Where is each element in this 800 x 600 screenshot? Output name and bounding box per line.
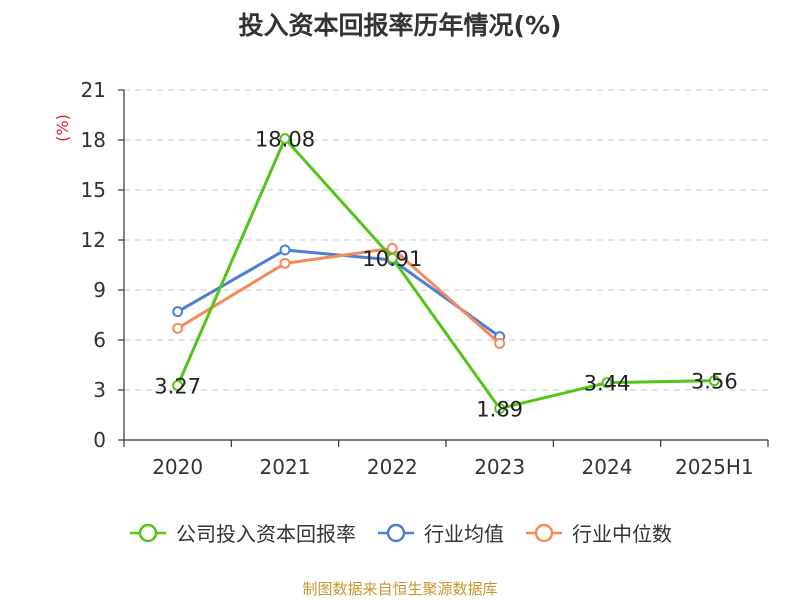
data-label: 1.89 xyxy=(476,398,523,422)
chart-title: 投入资本回报率历年情况(%) xyxy=(238,11,562,40)
series-line-industry_median xyxy=(176,246,501,345)
y-tick-label: 0 xyxy=(93,428,106,452)
y-tick-label: 12 xyxy=(81,228,106,252)
data-point-industry_avg xyxy=(279,244,291,256)
x-tick-label: 2024 xyxy=(582,455,633,479)
legend: 公司投入资本回报率 行业均值 行业中位数 xyxy=(0,518,800,547)
y-tick-label: 9 xyxy=(93,278,106,302)
data-point-company xyxy=(494,403,506,414)
data-label: 3.44 xyxy=(584,372,631,396)
legend-label-industry-avg: 行业均值 xyxy=(424,522,504,546)
y-axis-unit-label: (%) xyxy=(53,114,72,142)
legend-item-industry-median[interactable]: 行业中位数 xyxy=(524,518,672,547)
x-tick-label: 2025H1 xyxy=(675,455,754,479)
series-line-company xyxy=(176,137,715,410)
legend-marker-industry-median-icon xyxy=(526,523,562,542)
legend-label-industry-median: 行业中位数 xyxy=(572,522,672,546)
y-tick-label: 6 xyxy=(93,328,106,352)
x-tick-label: 2022 xyxy=(367,455,418,479)
legend-marker-company-icon xyxy=(130,523,166,542)
legend-item-industry-avg[interactable]: 行业均值 xyxy=(376,518,504,547)
legend-item-company[interactable]: 公司投入资本回报率 xyxy=(128,518,356,547)
y-tick-label: 15 xyxy=(81,178,106,202)
legend-label-company: 公司投入资本回报率 xyxy=(176,522,356,546)
x-tick-label: 2021 xyxy=(260,455,311,479)
data-point-company xyxy=(601,377,613,389)
data-point-company xyxy=(386,252,398,264)
y-tick-label: 18 xyxy=(81,128,106,152)
data-point-industry_median xyxy=(279,257,291,269)
data-source-note: 制图数据来自恒生聚源数据库 xyxy=(302,580,498,598)
x-tick-label: 2020 xyxy=(152,455,203,479)
data-label: 10.91 xyxy=(362,247,422,271)
series-line-industry_avg xyxy=(176,248,501,338)
y-tick-label: 3 xyxy=(93,378,106,402)
data-point-company xyxy=(708,375,720,387)
data-point-industry_median xyxy=(494,337,506,349)
legend-marker-industry-avg-icon xyxy=(378,523,414,542)
x-tick-label: 2023 xyxy=(474,455,525,479)
data-point-company xyxy=(279,133,291,145)
data-point-industry_avg xyxy=(172,306,184,318)
data-label: 18.08 xyxy=(255,128,315,152)
data-point-industry_median xyxy=(172,322,184,334)
data-point-company xyxy=(172,380,184,391)
data-label: 3.56 xyxy=(691,370,738,394)
y-tick-label: 21 xyxy=(81,78,106,102)
data-label: 3.27 xyxy=(154,375,201,399)
